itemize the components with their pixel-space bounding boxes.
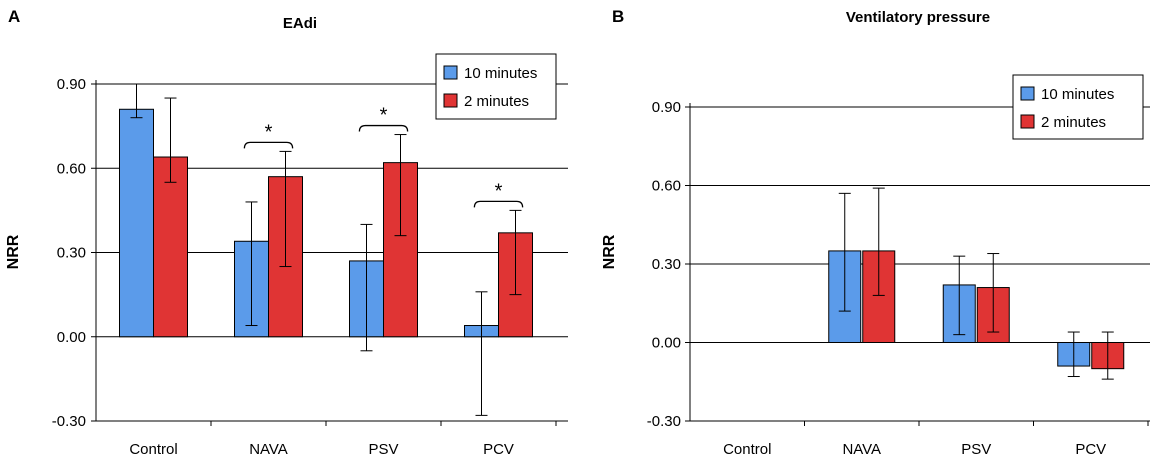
chart-panel-B: B Ventilatory pressure NRR -0.30 0.00 0.30 0.6… (601, 7, 1150, 458)
x-tick-label: PSV (368, 441, 398, 458)
y-axis-label: NRR (5, 234, 22, 269)
panel-label: A (8, 7, 20, 26)
x-tick-label: NAVA (249, 441, 288, 458)
y-axis-label: NRR (601, 234, 618, 269)
y-tick-label: 0.60 (652, 178, 681, 195)
chart-title: EAdi (283, 15, 317, 32)
x-tick-label: Control (129, 441, 177, 458)
x-tick-label: PCV (483, 441, 514, 458)
legend-swatch (443, 93, 458, 108)
y-tick-label: -0.30 (52, 413, 86, 430)
x-tick-label: Control (723, 441, 771, 458)
y-tick-label: 0.60 (57, 160, 86, 177)
legend-label: 2 minutes (1041, 114, 1106, 131)
y-tick-label: 0.00 (57, 329, 86, 346)
chart-panel-A: A EAdi NRR -0.30 0.00 0.30 0.60 0.90 Control NAVA… (5, 7, 568, 458)
x-tick-label: PCV (1075, 441, 1106, 458)
x-tick-label: PSV (961, 441, 991, 458)
y-tick-label: 0.30 (652, 256, 681, 273)
y-tick-label: 0.90 (652, 99, 681, 116)
significance-star: * (380, 105, 388, 127)
legend-box (1012, 74, 1144, 140)
legend-box (435, 53, 557, 120)
y-tick-label: 0.00 (652, 335, 681, 352)
bar-2-minutes-Control (153, 156, 188, 338)
legend-label: 2 minutes (464, 93, 529, 110)
significance-bracket (243, 141, 294, 149)
legend: 10 minutes 2 minutes (1012, 74, 1144, 140)
significance-bracket (473, 200, 524, 208)
legend-swatch (1020, 86, 1035, 101)
legend-swatch (1020, 114, 1035, 129)
legend-swatch (443, 65, 458, 80)
y-tick-label: 0.90 (57, 76, 86, 93)
legend-label: 10 minutes (464, 65, 537, 82)
legend: 10 minutes 2 minutes (435, 53, 557, 120)
significance-bracket (358, 124, 409, 132)
y-tick-label: -0.30 (647, 413, 681, 430)
panel-label: B (612, 7, 624, 26)
y-tick-label: 0.30 (57, 245, 86, 262)
significance-star: * (265, 121, 273, 143)
legend-label: 10 minutes (1041, 86, 1114, 103)
bar-10-minutes-Control (119, 108, 154, 338)
x-tick-label: NAVA (842, 441, 881, 458)
chart-title: Ventilatory pressure (846, 9, 990, 26)
significance-star: * (495, 180, 503, 202)
